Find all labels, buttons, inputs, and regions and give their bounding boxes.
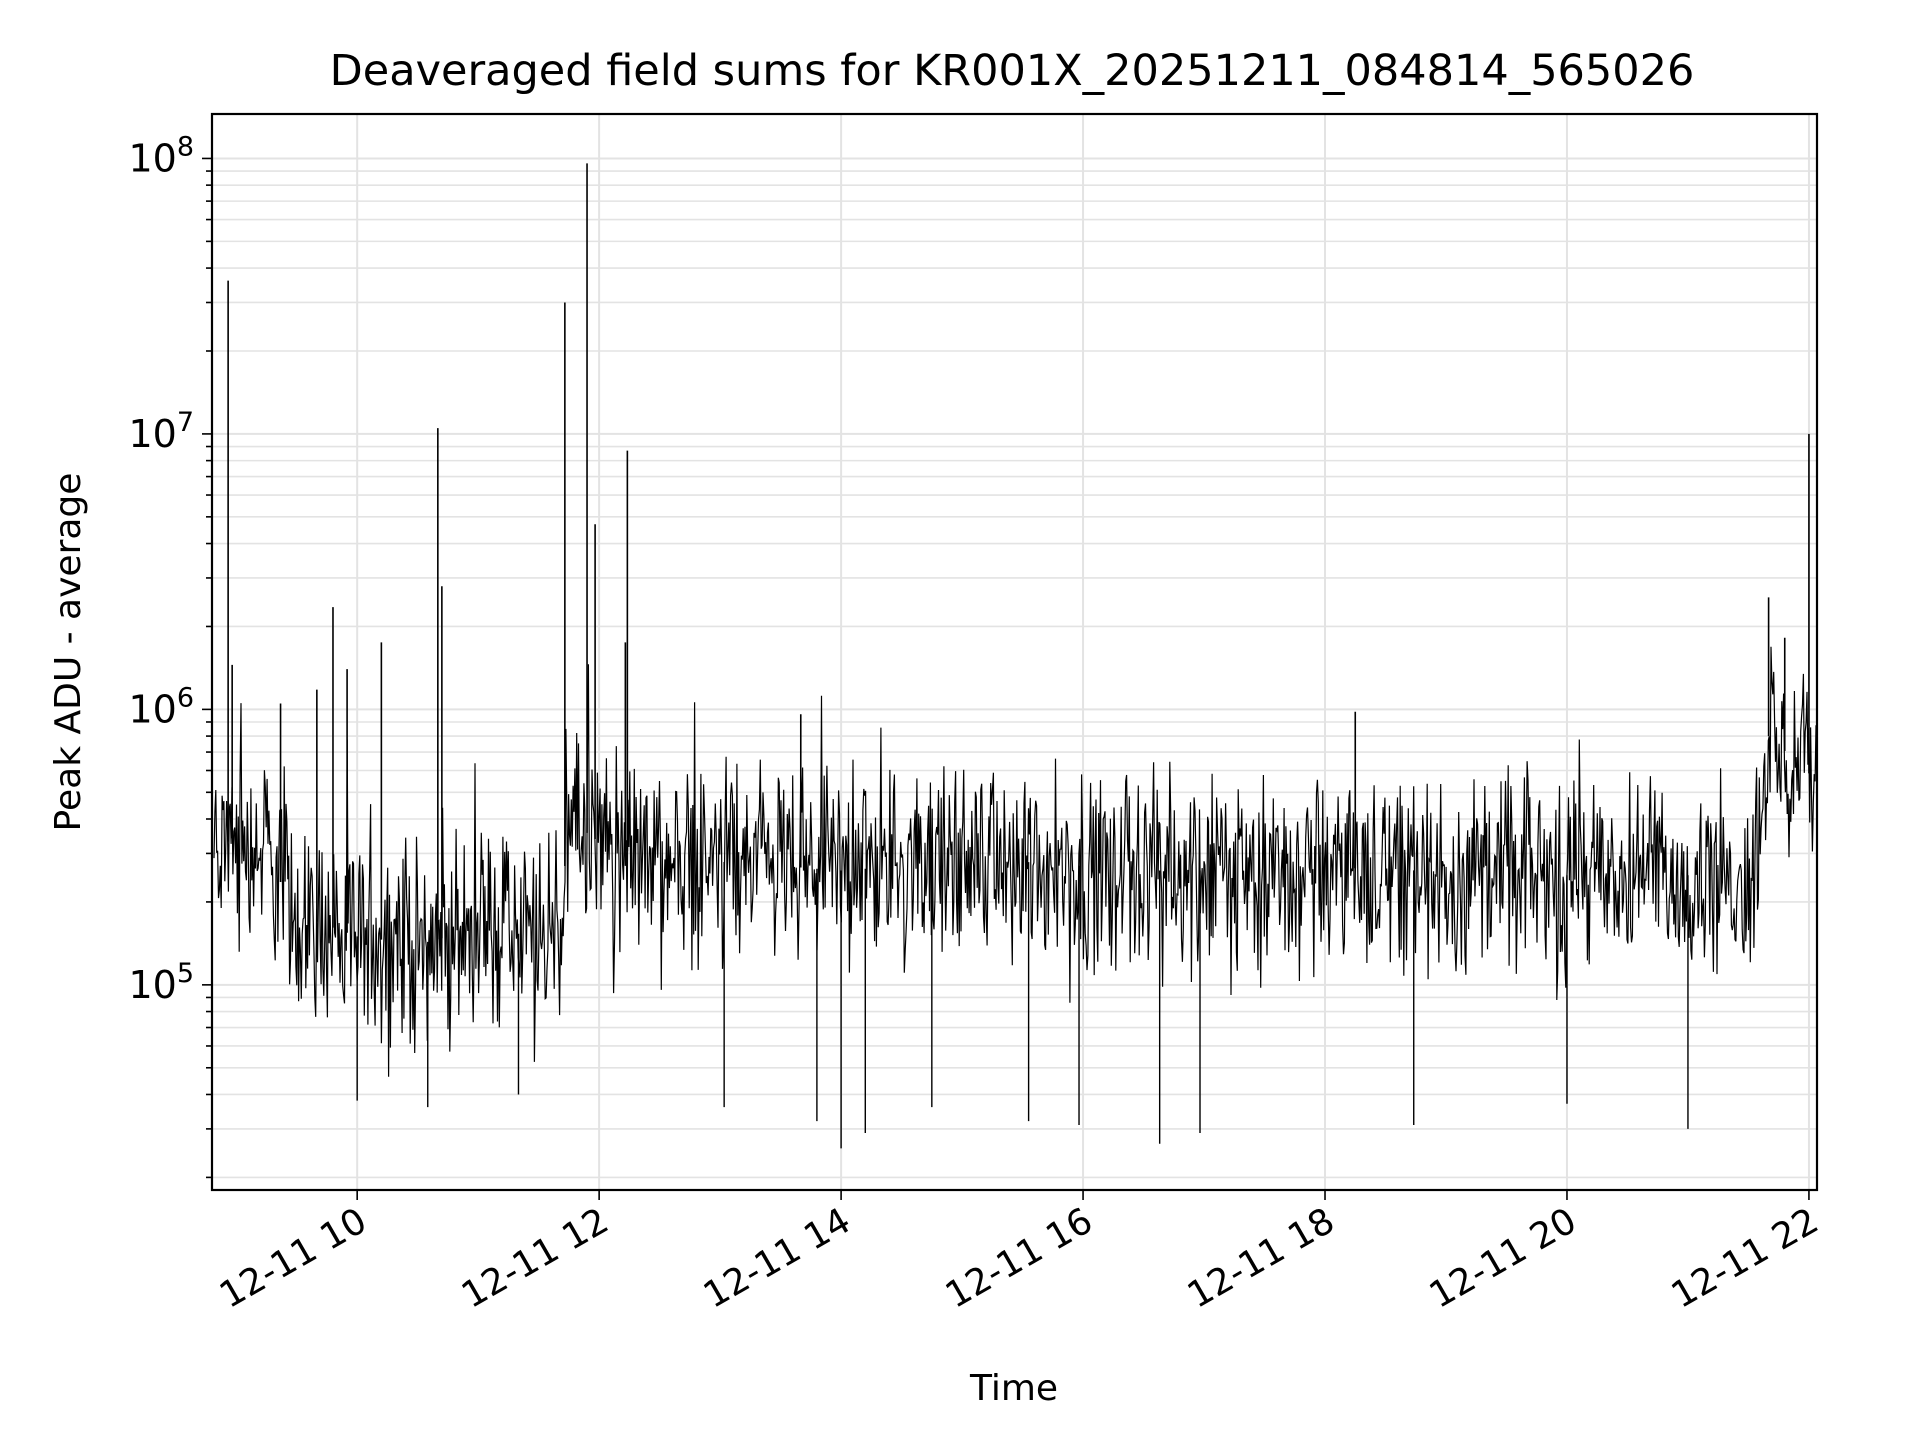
spike-lines [227,163,1810,1149]
y-tick-label: 107 [128,407,194,456]
chart-title: Deaveraged field sums for KR001X_2025121… [330,46,1695,96]
plot-frame [210,112,1819,1192]
y-tick-label: 106 [128,682,194,731]
y-tick-label: 105 [128,958,194,1007]
y-axis: 105 106 107 108 [128,131,212,1179]
y-axis-label: Peak ADU - average [48,473,89,832]
x-axis-label: Time [969,1368,1058,1409]
y-tick-label: 108 [128,131,194,180]
series-line [213,646,1817,1077]
